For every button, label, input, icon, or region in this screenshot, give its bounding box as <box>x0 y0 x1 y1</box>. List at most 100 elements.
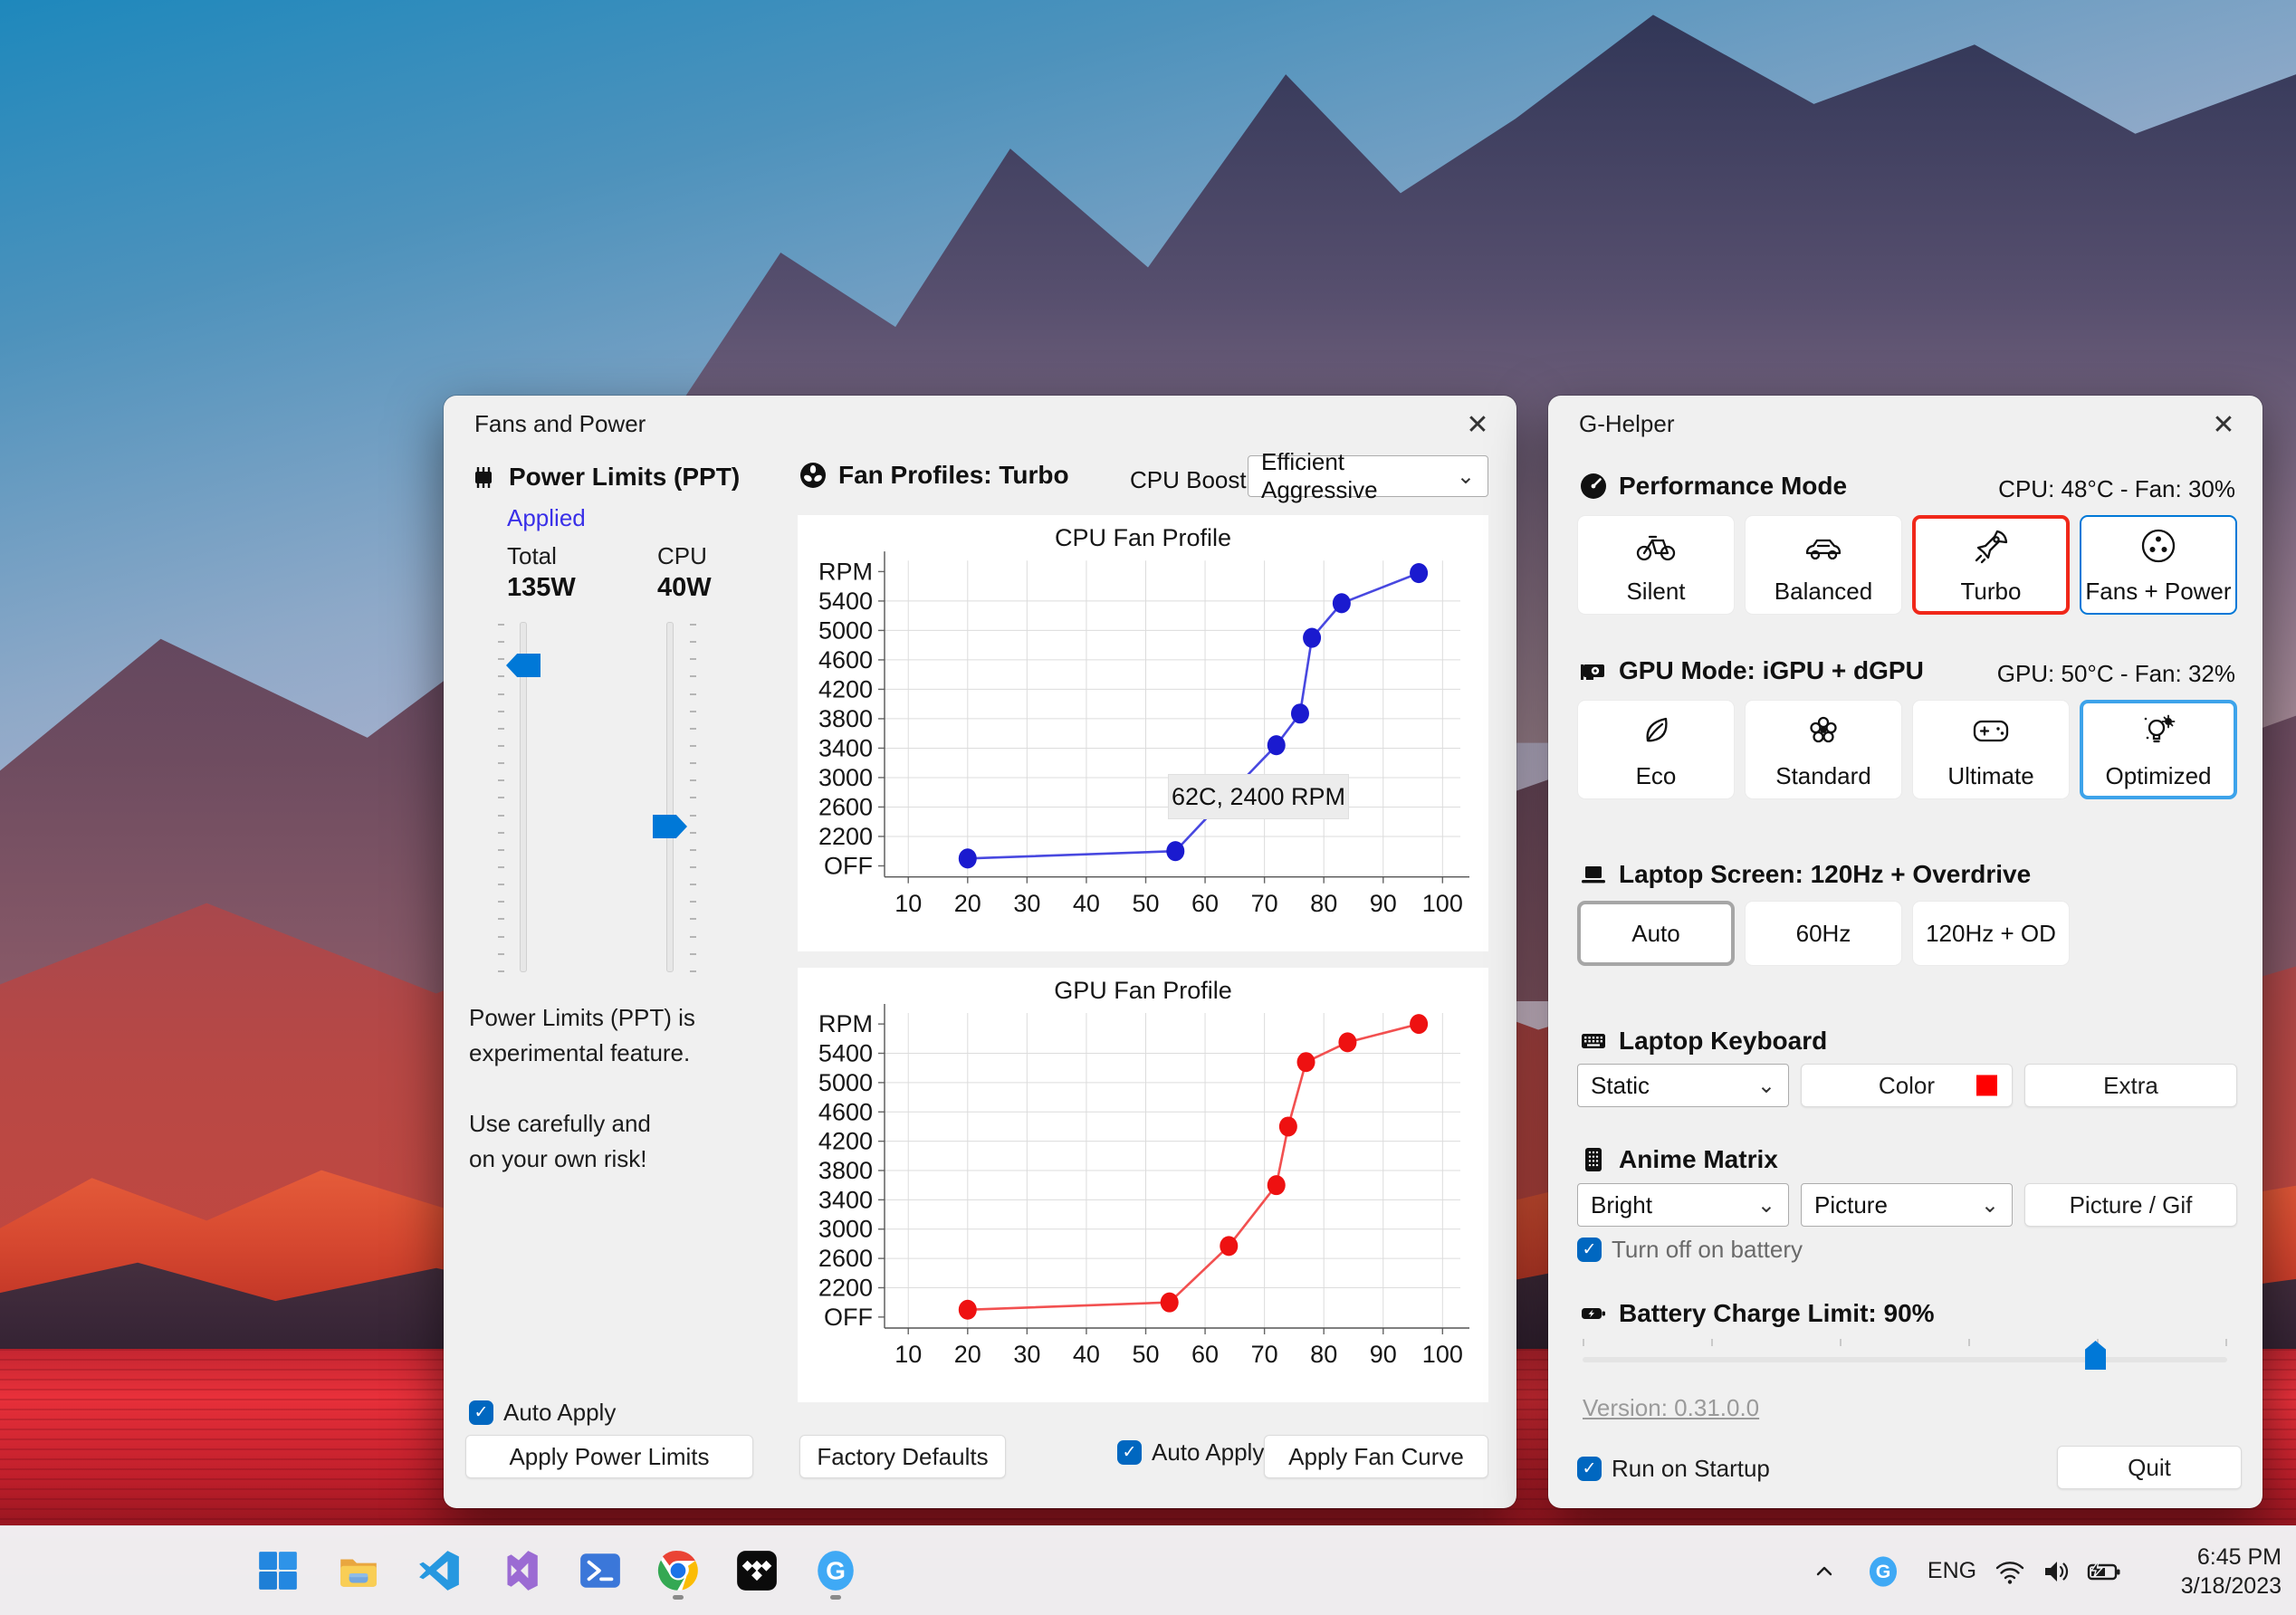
battery-slider-ticks <box>1583 1339 2227 1346</box>
checkbox-checked-icon[interactable]: ✓ <box>1577 1238 1602 1262</box>
standard-mode-button[interactable]: Standard <box>1745 700 1902 799</box>
powershell-button[interactable] <box>571 1539 629 1602</box>
run-on-startup-label: Run on Startup <box>1612 1455 1770 1482</box>
cpu-boost-value: Efficient Aggressive <box>1261 448 1378 503</box>
cpu-boost-dropdown[interactable]: Efficient Aggressive ⌄ <box>1248 448 1488 503</box>
chevron-down-icon: ⌄ <box>1456 463 1475 489</box>
svg-text:20: 20 <box>954 1341 981 1368</box>
checkbox-checked-icon[interactable]: ✓ <box>1117 1440 1142 1465</box>
quit-button[interactable]: Quit <box>2057 1446 2242 1489</box>
keyboard-color-button[interactable]: Color <box>1801 1064 2013 1107</box>
ghelper-titlebar[interactable]: G-Helper ✕ <box>1548 396 2263 452</box>
svg-text:RPM: RPM <box>818 558 873 585</box>
tray-volume-button[interactable] <box>2033 1526 2081 1615</box>
svg-text:4600: 4600 <box>818 1098 873 1125</box>
fans-window-titlebar[interactable]: Fans and Power ✕ <box>444 396 1516 452</box>
tray-language-button[interactable]: ENG <box>1927 1558 1977 1583</box>
chrome-button[interactable] <box>649 1539 707 1602</box>
svg-text:5000: 5000 <box>818 616 873 644</box>
chip-icon <box>475 467 492 488</box>
fans-and-power-window: Fans and Power ✕ Power Limits (PPT) Appl… <box>444 396 1516 1508</box>
version-link[interactable]: Version: 0.31.0.0 <box>1583 1394 1760 1421</box>
matrix-running-dropdown[interactable]: Picture ⌄ <box>1801 1183 2013 1227</box>
svg-text:90: 90 <box>1370 1341 1397 1368</box>
cpu-fan-chart[interactable]: CPU Fan Profile 10 20 30 40 50 60 70 80 90 100 RPM 5… <box>798 515 1488 951</box>
turbo-mode-button[interactable]: Turbo <box>1912 515 2070 615</box>
svg-text:30: 30 <box>1013 890 1040 917</box>
checkbox-checked-icon[interactable]: ✓ <box>1577 1457 1602 1481</box>
note-line: on your own risk! <box>469 1145 647 1172</box>
silent-mode-button[interactable]: Silent <box>1577 515 1735 615</box>
svg-text:RPM: RPM <box>818 1010 873 1037</box>
checkbox-checked-icon[interactable]: ✓ <box>469 1400 493 1425</box>
fan-profiles-title: Fan Profiles: Turbo <box>838 461 1069 489</box>
tray-ghelper-button[interactable]: G <box>1858 1526 1909 1615</box>
screen-60hz-button[interactable]: 60Hz <box>1745 901 1902 966</box>
chevron-down-icon: ⌄ <box>1756 1073 1775 1098</box>
battery-limit-slider-thumb[interactable] <box>2085 1341 2107 1370</box>
keyboard-extra-button[interactable]: Extra <box>2024 1064 2237 1107</box>
total-power-slider[interactable] <box>520 622 527 972</box>
laptop-screen-header: Laptop Screen: 120Hz + Overdrive <box>1579 860 2031 889</box>
auto-apply-label: Auto Apply <box>503 1399 617 1426</box>
svg-text:4600: 4600 <box>818 646 873 674</box>
gpu-fan-chart[interactable]: GPU Fan Profile 10 20 30 40 50 60 70 80 90 100 RPM 5… <box>798 968 1488 1402</box>
eco-mode-button[interactable]: Eco <box>1577 700 1735 799</box>
matrix-battery-checkbox[interactable]: ✓ Turn off on battery <box>1577 1236 1803 1264</box>
apply-power-limits-button[interactable]: Apply Power Limits <box>465 1435 753 1478</box>
matrix-brightness-dropdown[interactable]: Bright ⌄ <box>1577 1183 1789 1227</box>
bicycle-icon <box>1635 525 1677 567</box>
svg-text:4200: 4200 <box>818 675 873 702</box>
fans-power-mode-button[interactable]: Fans + Power <box>2080 515 2237 615</box>
tray-expand-button[interactable] <box>1802 1526 1847 1615</box>
svg-text:5400: 5400 <box>818 588 873 615</box>
cpu-power-slider-thumb[interactable] <box>653 815 687 838</box>
cpu-power-slider[interactable] <box>666 622 674 972</box>
ghelper-taskbar-button[interactable]: G <box>807 1539 865 1602</box>
ghelper-close-icon[interactable]: ✕ <box>2212 409 2235 440</box>
tidal-button[interactable] <box>728 1539 786 1602</box>
rocket-icon <box>1972 525 2010 567</box>
file-explorer-button[interactable] <box>330 1539 387 1602</box>
start-button[interactable] <box>249 1539 307 1602</box>
file-explorer-icon <box>340 1559 377 1587</box>
vscode-button[interactable] <box>410 1539 468 1602</box>
svg-text:GPU Fan Profile: GPU Fan Profile <box>1054 977 1232 1004</box>
keyboard-mode-dropdown[interactable]: Static ⌄ <box>1577 1064 1789 1107</box>
power-limits-auto-apply-checkbox[interactable]: ✓ Auto Apply <box>469 1399 616 1427</box>
laptop-keyboard-header: Laptop Keyboard <box>1579 1027 1827 1056</box>
factory-defaults-button[interactable]: Factory Defaults <box>799 1435 1006 1478</box>
tray-wifi-button[interactable] <box>1986 1526 2033 1615</box>
fans-window-close-icon[interactable]: ✕ <box>1466 409 1489 440</box>
visual-studio-button[interactable] <box>491 1539 549 1602</box>
clock-time: 6:45 PM <box>2196 1543 2282 1570</box>
visual-studio-icon <box>507 1551 538 1591</box>
gpu-card-icon <box>1581 664 1604 680</box>
running-indicator <box>673 1595 684 1600</box>
tray-battery-button[interactable] <box>2081 1526 2128 1615</box>
screen-120hz-od-button[interactable]: 120Hz + OD <box>1912 901 2070 966</box>
fan-point-tooltip: 62C, 2400 RPM <box>1168 774 1349 819</box>
fan-curve-auto-apply-checkbox[interactable]: ✓ Auto Apply <box>1117 1438 1264 1467</box>
screen-icon <box>1582 866 1605 884</box>
tray-clock[interactable]: 6:45 PM 3/18/2023 <box>2146 1526 2282 1615</box>
run-on-startup-checkbox[interactable]: ✓ Run on Startup <box>1577 1455 1770 1483</box>
matrix-picture-gif-button[interactable]: Picture / Gif <box>2024 1183 2237 1227</box>
ghelper-tray-icon: G <box>1869 1555 1898 1587</box>
svg-text:3800: 3800 <box>818 705 873 732</box>
svg-text:100: 100 <box>1422 1341 1463 1368</box>
cpu-watts-value: 40W <box>657 573 712 602</box>
battery-limit-slider[interactable] <box>1583 1357 2227 1362</box>
svg-text:3800: 3800 <box>818 1157 873 1184</box>
total-power-slider-thumb[interactable] <box>506 653 541 677</box>
cpu-fan-chart-panel: CPU Fan Profile 10 20 30 40 50 60 70 80 90 100 RPM 5… <box>798 515 1488 951</box>
gpu-fan-chart-panel: GPU Fan Profile 10 20 30 40 50 60 70 80 90 100 RPM 5… <box>798 968 1488 1402</box>
svg-text:2600: 2600 <box>818 793 873 820</box>
anime-matrix-header: Anime Matrix <box>1579 1145 1778 1174</box>
screen-auto-button[interactable]: Auto <box>1577 901 1735 966</box>
svg-text:5000: 5000 <box>818 1069 873 1096</box>
apply-fan-curve-button[interactable]: Apply Fan Curve <box>1264 1435 1488 1478</box>
balanced-mode-button[interactable]: Balanced <box>1745 515 1902 615</box>
optimized-mode-button[interactable]: Optimized <box>2080 700 2237 799</box>
ultimate-mode-button[interactable]: Ultimate <box>1912 700 2070 799</box>
